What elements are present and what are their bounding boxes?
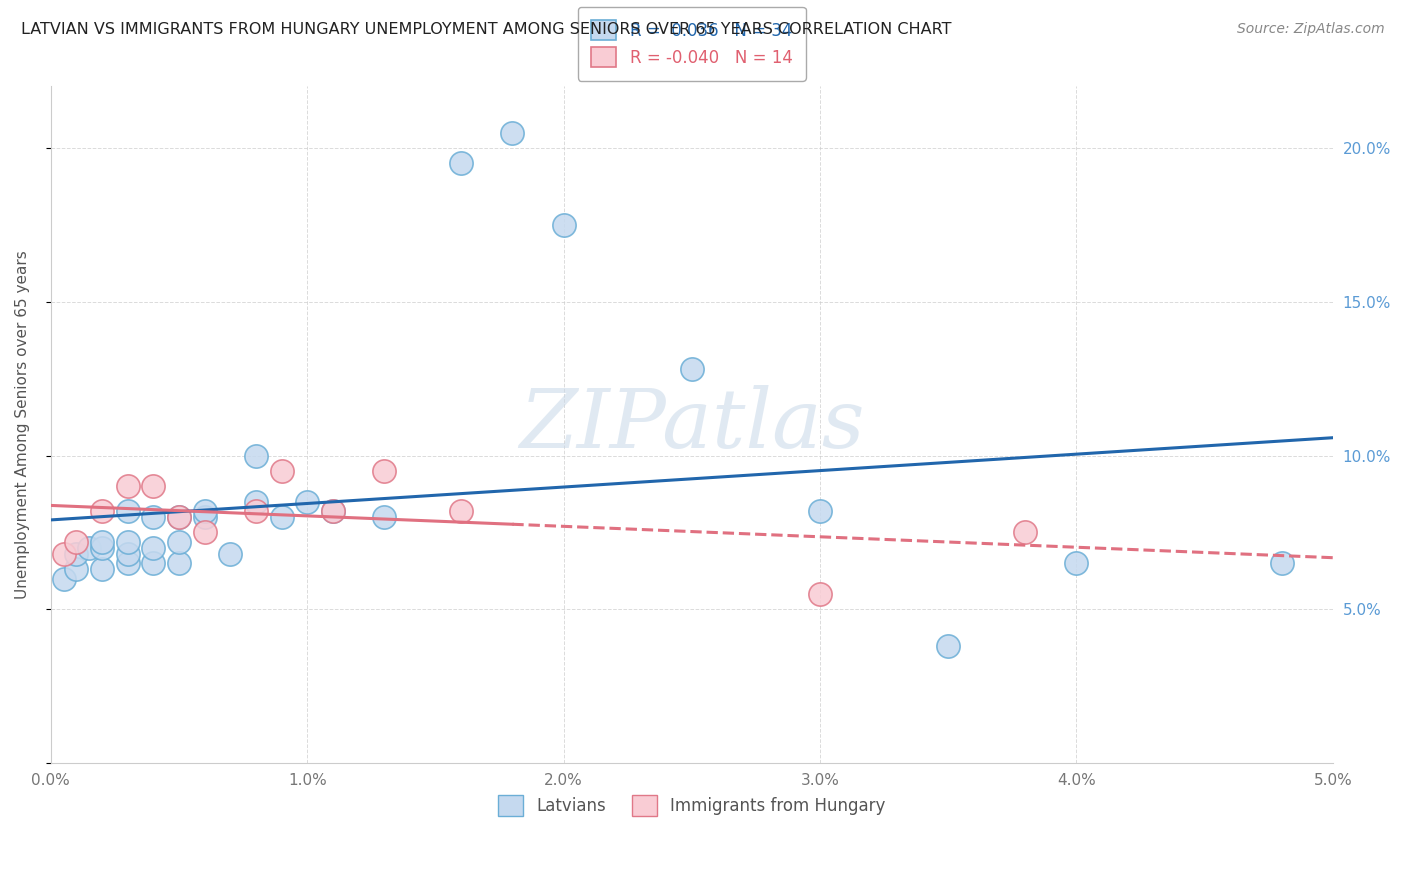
Point	[91, 504, 114, 518]
Point	[219, 547, 242, 561]
Point	[117, 479, 139, 493]
Point	[117, 547, 139, 561]
Point	[91, 562, 114, 576]
Point	[194, 525, 217, 540]
Point	[167, 510, 190, 524]
Point	[322, 504, 344, 518]
Point	[142, 479, 165, 493]
Point	[91, 534, 114, 549]
Point	[142, 556, 165, 570]
Point	[681, 362, 703, 376]
Point	[167, 510, 190, 524]
Point	[501, 126, 523, 140]
Point	[167, 534, 190, 549]
Point	[553, 218, 575, 232]
Text: LATVIAN VS IMMIGRANTS FROM HUNGARY UNEMPLOYMENT AMONG SENIORS OVER 65 YEARS CORR: LATVIAN VS IMMIGRANTS FROM HUNGARY UNEMP…	[21, 22, 952, 37]
Point	[117, 556, 139, 570]
Point	[297, 494, 319, 508]
Point	[142, 510, 165, 524]
Point	[194, 510, 217, 524]
Point	[245, 494, 267, 508]
Point	[450, 504, 472, 518]
Point	[450, 156, 472, 170]
Point	[1014, 525, 1036, 540]
Text: ZIPatlas: ZIPatlas	[519, 384, 865, 465]
Point	[808, 587, 831, 601]
Point	[52, 547, 75, 561]
Point	[1271, 556, 1294, 570]
Point	[1066, 556, 1088, 570]
Point	[142, 541, 165, 555]
Text: Source: ZipAtlas.com: Source: ZipAtlas.com	[1237, 22, 1385, 37]
Legend: Latvians, Immigrants from Hungary: Latvians, Immigrants from Hungary	[492, 789, 891, 822]
Point	[373, 510, 395, 524]
Point	[117, 534, 139, 549]
Point	[245, 449, 267, 463]
Point	[322, 504, 344, 518]
Point	[91, 541, 114, 555]
Point	[245, 504, 267, 518]
Point	[270, 510, 292, 524]
Point	[117, 504, 139, 518]
Y-axis label: Unemployment Among Seniors over 65 years: Unemployment Among Seniors over 65 years	[15, 251, 30, 599]
Point	[65, 562, 87, 576]
Point	[52, 572, 75, 586]
Point	[808, 504, 831, 518]
Point	[79, 541, 101, 555]
Point	[167, 556, 190, 570]
Point	[194, 504, 217, 518]
Point	[936, 639, 959, 653]
Point	[65, 547, 87, 561]
Point	[270, 464, 292, 478]
Point	[65, 534, 87, 549]
Point	[373, 464, 395, 478]
